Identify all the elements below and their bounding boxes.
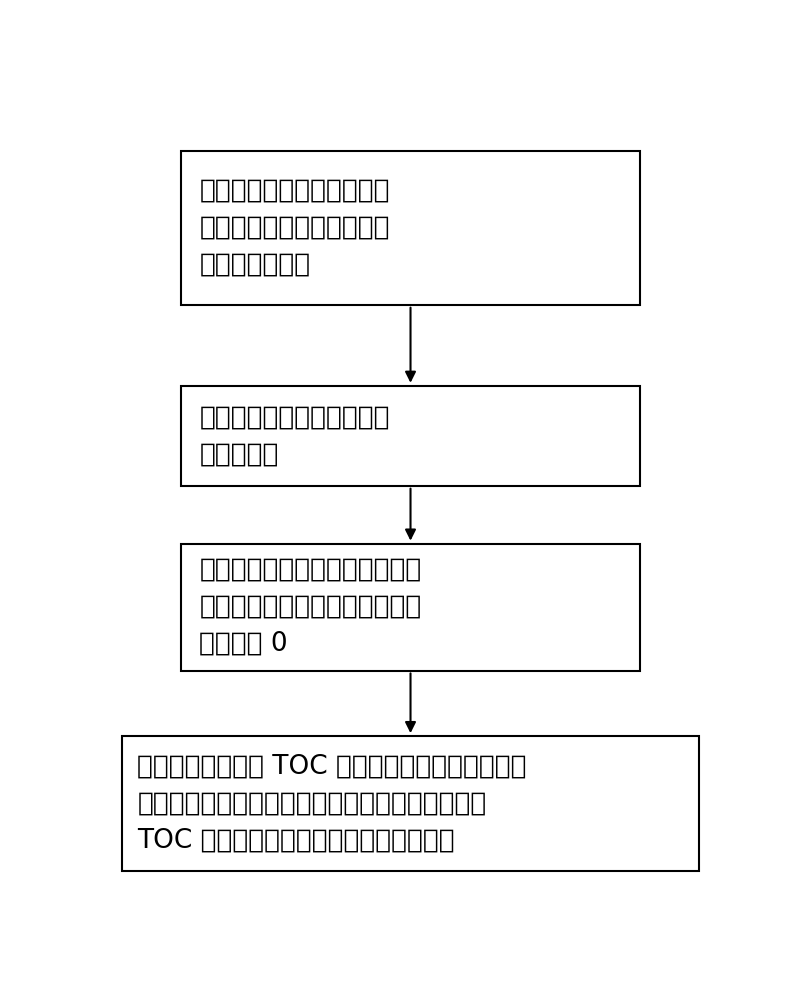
Bar [181, 151, 640, 305]
Bar [122, 736, 699, 871]
Text: 将溶解性有机物的 TOC 值和荧光光谱的二次全微分
值进行相关分析，获取不同特性的溶解性有机物的
TOC 浓度和荧光光谱最高峰值的相关关系: 将溶解性有机物的 TOC 值和荧光光谱的二次全微分 值进行相关分析，获取不同特性… [138, 753, 527, 853]
Text: 测定水体的三维荧光光谱，
获取紫外到可见光波段的三
维荧光光谱数据: 测定水体的三维荧光光谱， 获取紫外到可见光波段的三 维荧光光谱数据 [199, 178, 390, 278]
Text: 对三维荧光光谱进行二次全微分
处理；并将二次全微分处理后的
正值变为 0: 对三维荧光光谱进行二次全微分 处理；并将二次全微分处理后的 正值变为 0 [199, 557, 421, 657]
Bar [181, 386, 640, 486]
Text: 去除三维荧光光谱的拉曼和
瑞丽散射峰: 去除三维荧光光谱的拉曼和 瑞丽散射峰 [199, 404, 390, 467]
Bar [181, 544, 640, 671]
